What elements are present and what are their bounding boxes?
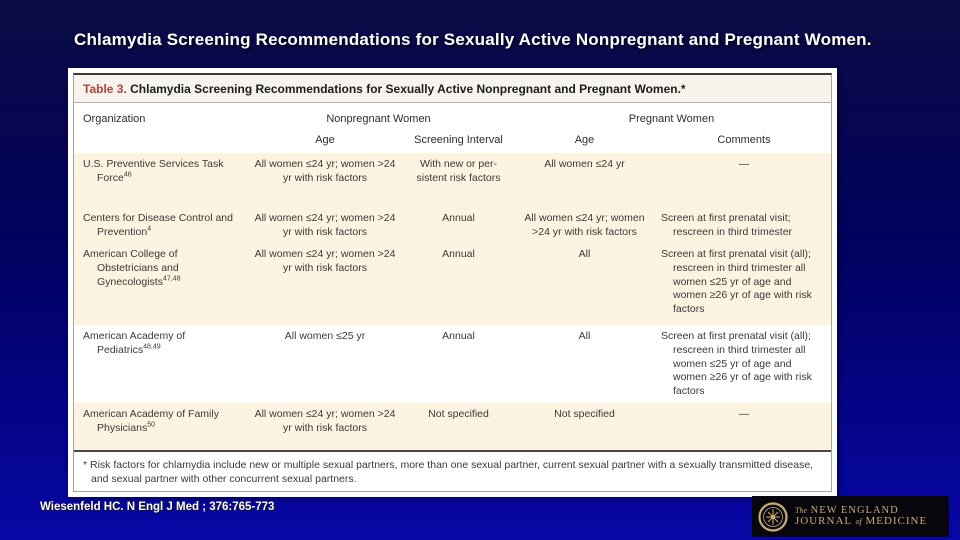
np-interval-cell: Annual [442,212,475,224]
organization-cell: U.S. Preventive Services Task Force46 [83,158,224,184]
nonpregnant-group-header: Nonpregnant Women [326,113,431,125]
table-row: Centers for Disease Control and Preventi… [74,207,831,244]
organization-header: Organization [83,113,146,125]
comments-cell: — [738,158,750,170]
organization-cell: American College of Obstetricians and Gy… [83,248,181,288]
organization-cell: American Academy of Pediatrics48,49 [83,330,186,356]
logo-word-of: of [855,517,862,527]
table-number-label: Table 3. [83,82,127,96]
empty-subheader [74,134,245,146]
p-age-cell: All [578,248,591,261]
p-age-cell: Not specified [554,408,615,421]
table-figure-panel: Table 3. Chlamydia Screening Recommendat… [68,68,837,497]
np-age-cell: All women ≤25 yr [284,330,366,343]
comments-cell: — [738,408,750,421]
table-frame: Table 3. Chlamydia Screening Recommendat… [73,73,832,492]
organization-cell: American Academy of Family Physicians50 [83,408,219,434]
screening-interval-header: Screening Interval [414,134,503,146]
table-group-header-row: Organization Nonpregnant Women Pregnant … [74,103,831,125]
p-age-cell: All women ≤24 yr; women >24 yr with risk… [524,212,645,238]
np-interval-cell: Not specified [428,408,489,421]
logo-word-new-england: NEW ENGLAND [810,505,899,517]
np-interval-cell: Annual [442,330,475,343]
table-row: American Academy of Pediatrics48,49 All … [74,325,831,403]
p-age-header: Age [574,134,595,146]
comments-header: Comments [717,134,771,146]
table-footnote: * Risk factors for chlamydia include new… [74,452,831,491]
np-interval-cell: With new or per­sistent risk factors [416,158,501,184]
table-caption-text: Chlamydia Screening Recommendations for … [126,82,686,96]
nejm-logo-strip: The NEW ENGLAND JOURNAL of MEDICINE [752,496,949,537]
table-row: U.S. Preventive Services Task Force46 Al… [74,153,831,207]
organization-cell: Centers for Disease Control and Preventi… [83,212,233,238]
citation: Wiesenfeld HC. N Engl J Med ; 376:765-77… [40,501,275,513]
comments-cell: Screen at first prenatal visit (all); re… [661,330,812,397]
table-row: American College of Obstetricians and Gy… [74,243,831,326]
np-age-cell: All women ≤24 yr; women >24 yr with risk… [254,408,396,434]
comments-cell: Screen at first prenatal visit (all); re… [661,248,812,315]
table-caption: Table 3. Chlamydia Screening Recommendat… [74,75,831,103]
comments-cell: Screen at first prenatal visit; rescreen… [661,212,793,238]
slide-title: Chlamydia Screening Recommendations for … [74,30,872,49]
nejm-seal-icon [758,501,788,532]
logo-word-the: The [795,506,807,516]
p-age-cell: All [578,330,591,343]
np-age-cell: All women ≤24 yr; women >24 yr with risk… [254,212,396,238]
table-body: U.S. Preventive Services Task Force46 Al… [74,153,831,453]
np-age-cell: All women ≤24 yr; women >24 yr with risk… [254,158,396,184]
table-row: American Academy of Family Physicians50 … [74,403,831,451]
p-age-cell: All women ≤24 yr [544,158,625,170]
table-subheader-row: Age Screening Interval Age Comments [74,125,831,153]
pregnant-group-header: Pregnant Women [628,113,715,125]
logo-word-medicine: MEDICINE [865,515,928,528]
logo-word-journal: JOURNAL [795,515,852,528]
np-interval-cell: Annual [442,248,475,261]
nejm-logo-text: The NEW ENGLAND JOURNAL of MEDICINE [795,505,927,528]
np-age-header: Age [315,134,335,146]
np-age-cell: All women ≤24 yr; women >24 yr with risk… [254,248,396,274]
